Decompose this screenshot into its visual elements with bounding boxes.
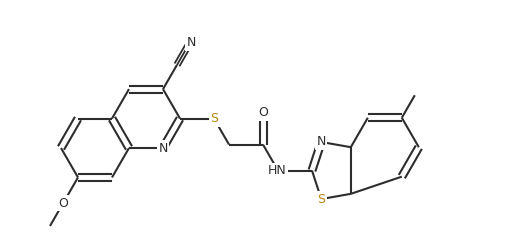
Text: N: N xyxy=(158,142,168,154)
Text: N: N xyxy=(316,135,326,149)
Text: S: S xyxy=(210,112,218,125)
Text: N: N xyxy=(186,36,196,49)
Text: S: S xyxy=(317,193,325,205)
Text: O: O xyxy=(258,106,268,119)
Text: O: O xyxy=(58,197,68,210)
Text: HN: HN xyxy=(268,164,286,177)
